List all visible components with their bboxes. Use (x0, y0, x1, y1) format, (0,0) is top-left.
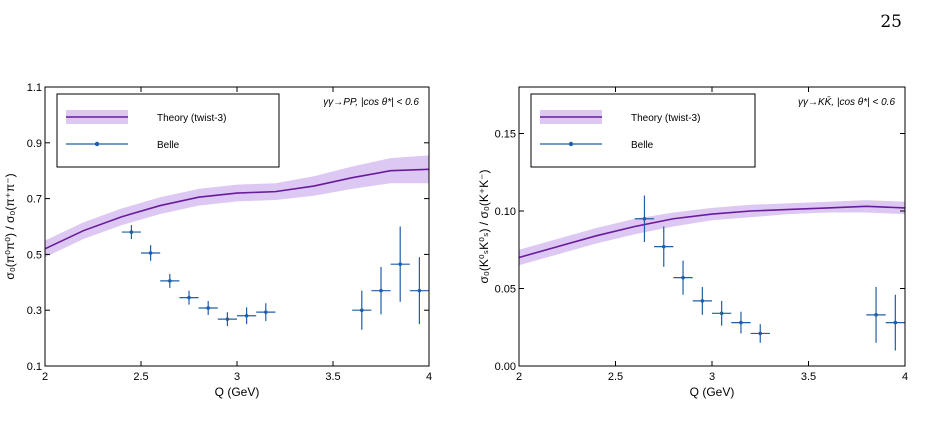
x-tick-label: 2 (516, 371, 522, 383)
y-tick-label: 0.10 (495, 206, 516, 218)
y-tick-label: 1.1 (27, 82, 42, 94)
belle-point (390, 226, 410, 302)
belle-point (692, 286, 712, 315)
x-axis-label: Q (GeV) (215, 385, 260, 399)
y-axis-label: σ₀(K⁰ₛK⁰ₛ) / σ₀(K⁺K⁻) (477, 169, 491, 283)
x-tick-label: 3.5 (801, 371, 816, 383)
theory-line (44, 168, 430, 250)
belle-marker (187, 295, 191, 300)
x-tick-label: 3 (234, 371, 240, 383)
theory-band (45, 155, 429, 258)
page-number: 25 (880, 12, 902, 32)
process-annotation: γγ→PP, |cos θ*| < 0.6 (323, 97, 419, 108)
legend: Theory (twist-3) Belle (56, 93, 280, 168)
belle-point (179, 290, 199, 305)
belle-point (352, 290, 372, 330)
y-tick-label: 0.5 (27, 249, 42, 261)
belle-marker (379, 288, 383, 293)
belle-marker (244, 313, 249, 318)
y-tick-label: 0.9 (27, 138, 42, 150)
belle-point (121, 225, 141, 240)
belle-point (256, 303, 276, 322)
belle-marker (642, 216, 647, 221)
y-tick-label: 0.1 (27, 361, 42, 373)
belle-point (750, 324, 770, 343)
belle-point (160, 273, 180, 288)
belle-marker (700, 299, 705, 303)
belle-point (371, 266, 391, 315)
x-tick-label: 3.5 (325, 371, 340, 383)
belle-point (141, 245, 161, 261)
legend-belle-swatch-marker (94, 141, 100, 147)
legend-belle-label: Belle (631, 140, 654, 151)
belle-marker (206, 306, 210, 310)
belle-marker (417, 288, 422, 293)
y-tick-label: 0.7 (27, 194, 42, 206)
belle-point (198, 300, 218, 315)
belle-point (885, 294, 905, 351)
belle-marker (893, 320, 898, 325)
belle-point (634, 195, 655, 242)
belle-point (731, 311, 751, 334)
belle-marker (739, 320, 743, 325)
x-tick-label: 2 (42, 371, 48, 383)
theory-band (519, 200, 905, 266)
y-axis-label: σ₀(π⁰π⁰) / σ₀(π⁺π⁻) (3, 173, 17, 279)
belle-marker (264, 310, 268, 314)
belle-point (654, 226, 674, 267)
legend-theory-label: Theory (twist-3) (157, 113, 226, 124)
process-annotation: γγ→KK̄, |cos θ*| < 0.6 (798, 95, 895, 108)
belle-marker (661, 244, 666, 249)
belle-marker (148, 251, 153, 255)
y-tick-label: 0.15 (495, 129, 516, 141)
y-tick-label: 0.05 (495, 284, 516, 296)
belle-marker (225, 317, 230, 321)
x-tick-label: 3 (709, 371, 715, 383)
x-tick-label: 4 (426, 371, 432, 383)
legend: Theory (twist-3) Belle (530, 93, 756, 168)
y-tick-label: 0.3 (27, 305, 42, 317)
legend-belle-swatch-marker (568, 141, 574, 147)
belle-marker (719, 311, 724, 316)
belle-point (673, 260, 693, 295)
legend-belle-label: Belle (157, 140, 180, 151)
chart-kaon-ratio: 2 2.5 3 3.5 4 0.00 0.05 0.10 0.15 Q (GeV) σ₀(K⁰ₛK⁰… (477, 86, 908, 399)
belle-marker (168, 279, 172, 283)
belle-point (237, 307, 257, 325)
belle-point (712, 300, 732, 326)
x-tick-label: 4 (902, 371, 908, 383)
belle-point (409, 257, 429, 325)
x-tick-label: 2.5 (608, 371, 623, 383)
belle-marker (681, 275, 685, 280)
legend-theory-label: Theory (twist-3) (631, 113, 700, 124)
x-tick-label: 2.5 (133, 371, 148, 383)
x-axis-label: Q (GeV) (690, 385, 735, 399)
legend-frame (56, 93, 280, 168)
theory-line (518, 205, 906, 259)
belle-marker (129, 230, 134, 234)
belle-marker (360, 308, 364, 313)
belle-marker (758, 331, 763, 336)
belle-point (866, 286, 886, 343)
chart-pion-ratio: 2 2.5 3 3.5 4 0.1 0.3 0.5 0.7 0.9 1.1 Q (GeV) σ₀(π⁰π… (3, 82, 432, 399)
belle-marker (398, 262, 403, 266)
belle-point (217, 312, 237, 327)
belle-marker (874, 313, 878, 317)
y-tick-label: 0.00 (495, 361, 516, 373)
legend-frame (530, 93, 756, 168)
